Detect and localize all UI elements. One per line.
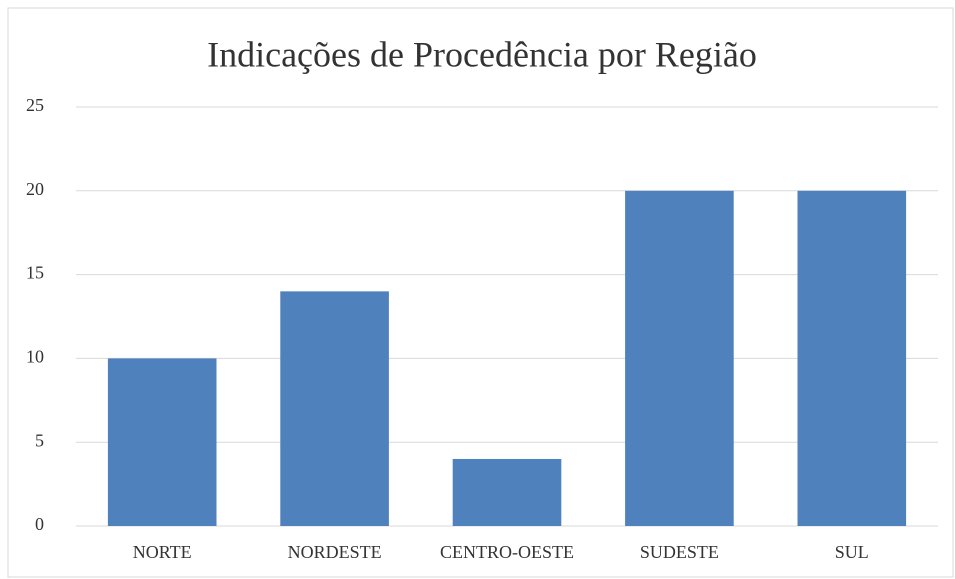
y-tick-label: 0 xyxy=(35,514,44,534)
x-tick-label: SUL xyxy=(835,542,869,562)
y-tick-label: 20 xyxy=(26,179,44,199)
x-tick-label: NORTE xyxy=(133,542,192,562)
x-tick-label: SUDESTE xyxy=(640,542,719,562)
bar xyxy=(280,291,389,526)
y-tick-label: 5 xyxy=(35,430,44,450)
y-tick-label: 25 xyxy=(26,95,44,115)
x-tick-label: NORDESTE xyxy=(288,542,382,562)
chart-title: Indicações de Procedência por Região xyxy=(207,34,757,74)
y-tick-label: 15 xyxy=(26,263,44,283)
bar xyxy=(797,190,907,527)
bar xyxy=(625,190,734,527)
x-tick-label: CENTRO-OESTE xyxy=(440,542,574,562)
bar xyxy=(107,358,217,526)
y-tick-label: 10 xyxy=(26,347,44,367)
bar xyxy=(452,458,562,526)
